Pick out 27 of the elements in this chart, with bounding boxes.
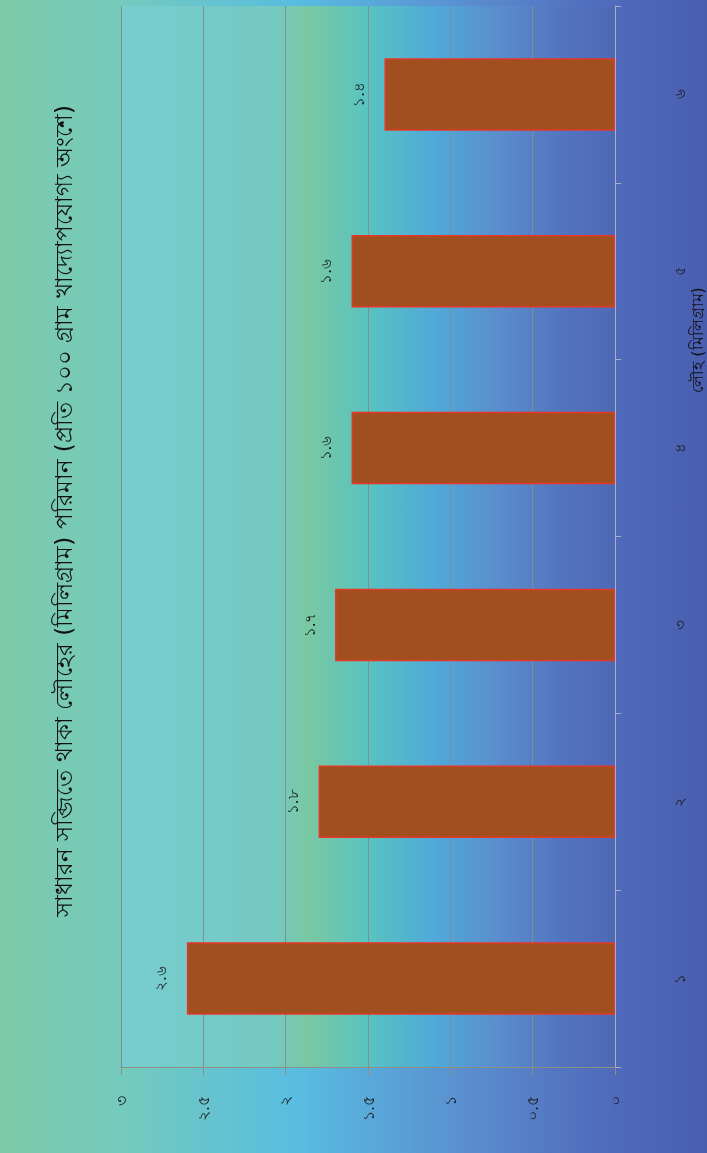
text: সাধারন সব্জিতে থাকা লৌহের (মিলিগ্রাম) পরিমান (প্রতি ১০০ গ্রাম খাদ্যোপযোগ্য অংশে): [51, 104, 77, 919]
y-tick-label: ২: [670, 796, 689, 807]
bar: [351, 411, 615, 485]
bar: [384, 58, 615, 131]
bar: [335, 588, 615, 662]
y-tick-label: ৪: [670, 443, 689, 454]
bar: [318, 765, 615, 838]
data-label: ১.৭: [300, 612, 319, 638]
y-tick-label: ৩: [670, 619, 689, 630]
x-tick-label: ১.৫: [358, 1096, 378, 1122]
data-label: ১.৮: [284, 789, 303, 815]
data-label: ১.৬: [317, 258, 336, 284]
y-tick-label: ৬: [670, 89, 689, 100]
x-tick-label: ২: [276, 1096, 296, 1106]
x-tick-label: ১: [440, 1096, 460, 1106]
y-tick-label: ১: [670, 973, 689, 984]
y-axis-title: লৌহ (মিলিগ্রাম): [687, 287, 707, 393]
bar: [351, 235, 615, 308]
bar: [186, 942, 615, 1015]
x-tick-label: ০.৫: [523, 1096, 543, 1122]
data-label: ১.৬: [317, 435, 336, 461]
data-label: ২.৬: [152, 966, 171, 991]
x-tick-label: ২.৫: [193, 1096, 213, 1122]
y-tick-label: ৫: [670, 266, 689, 277]
x-tick-label: ৩: [111, 1096, 131, 1106]
data-label: ১.৪: [349, 82, 368, 107]
x-tick-label: ০: [605, 1096, 625, 1106]
